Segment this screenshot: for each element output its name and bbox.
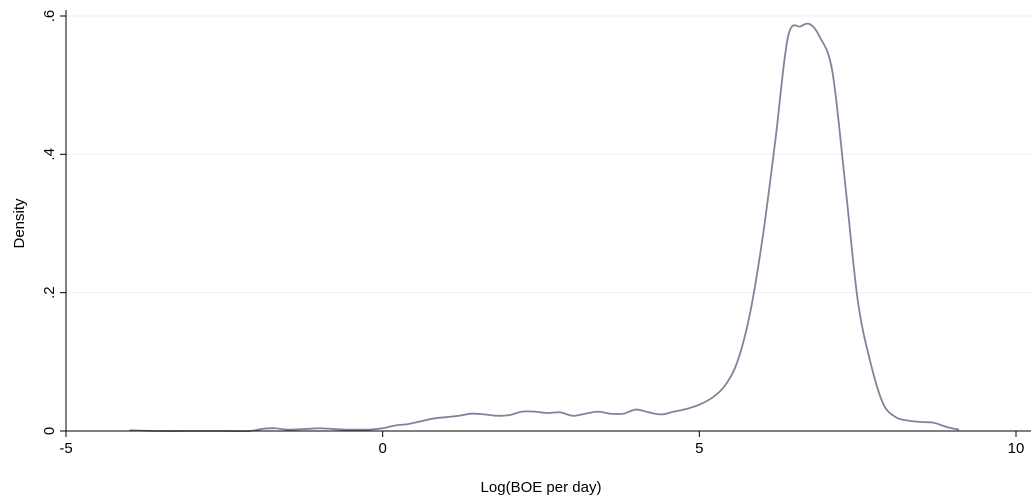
density-curve bbox=[129, 22, 960, 433]
x-tick-label: 0 bbox=[378, 440, 386, 457]
y-tick-label: .2 bbox=[41, 286, 58, 299]
ticks: 0.2.4.6-5 0 5 10 bbox=[41, 10, 1024, 457]
y-tick-label: .4 bbox=[41, 148, 58, 161]
x-tick-label: 5 bbox=[695, 440, 703, 457]
grid-lines bbox=[66, 15, 1031, 432]
x-tick-label: -5 bbox=[59, 440, 72, 457]
x-axis-title: Log(BOE per day) bbox=[481, 479, 602, 496]
y-tick-label: .6 bbox=[41, 10, 58, 23]
x-tick-label: 10 bbox=[1008, 440, 1025, 457]
y-tick-label: 0 bbox=[41, 427, 58, 435]
y-axis-title: Density bbox=[11, 198, 28, 249]
